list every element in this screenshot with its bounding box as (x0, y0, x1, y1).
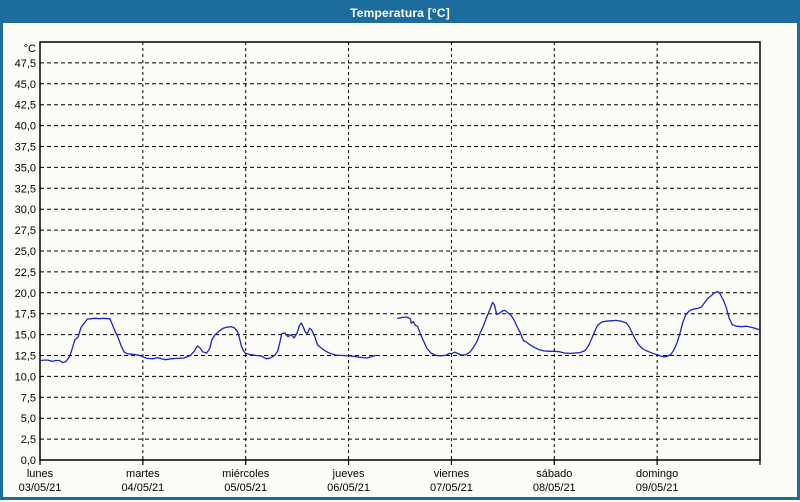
x-day-label: lunes (27, 468, 54, 480)
y-tick-label: 25,0 (15, 246, 36, 258)
window-title: Temperatura [°C] (350, 6, 450, 20)
y-tick-label: 45,0 (15, 79, 36, 91)
y-tick-label: 10,0 (15, 371, 36, 383)
y-tick-label: 42,5 (15, 100, 36, 112)
x-date-label: 04/05/21 (121, 482, 164, 494)
y-tick-label: 22,5 (15, 267, 36, 279)
plot-border (39, 41, 761, 461)
x-day-label: sábado (536, 468, 572, 480)
x-day-label: jueves (332, 468, 365, 480)
y-tick-label: 2,5 (21, 434, 36, 446)
x-date-label: 09/05/21 (636, 482, 679, 494)
y-tick-label: 35,0 (15, 162, 36, 174)
x-date-label: 05/05/21 (224, 482, 267, 494)
y-tick-label: 7,5 (21, 392, 36, 404)
y-tick-label: 27,5 (15, 225, 36, 237)
x-day-label: miércoles (222, 468, 270, 480)
y-tick-label: 30,0 (15, 204, 36, 216)
x-day-label: martes (126, 468, 160, 480)
y-tick-label: 5,0 (21, 413, 36, 425)
y-tick-label: 15,0 (15, 330, 36, 342)
temperature-line-chart: 0,0 2,5 5,0 7,5 10,0 12,5 15,0 17,5 20,0 22,5 25,0… (15, 41, 761, 494)
y-tick-label: 32,5 (15, 183, 36, 195)
y-tick-label: 0,0 (21, 455, 36, 467)
y-tick-label: 37,5 (15, 142, 36, 154)
y-tick-label: 47,5 (15, 58, 36, 70)
temperature-series-line (397, 290, 761, 358)
temperature-series-line (39, 317, 376, 364)
y-tick-label: 20,0 (15, 288, 36, 300)
chart-area: 0,0 2,5 5,0 7,5 10,0 12,5 15,0 17,5 20,0 22,5 25,0… (3, 23, 797, 497)
y-tick-label: 40,0 (15, 121, 36, 133)
x-day-label: domingo (636, 468, 678, 480)
x-date-label: 06/05/21 (327, 482, 370, 494)
x-day-label: viernes (434, 468, 470, 480)
y-tick-label: 17,5 (15, 309, 36, 321)
titlebar: Temperatura [°C] (3, 3, 797, 23)
x-date-label: 07/05/21 (430, 482, 473, 494)
x-date-label: 08/05/21 (533, 482, 576, 494)
x-date-label: 03/05/21 (19, 482, 62, 494)
y-axis-unit-label: °C (24, 43, 36, 55)
y-tick-label: 12,5 (15, 351, 36, 363)
